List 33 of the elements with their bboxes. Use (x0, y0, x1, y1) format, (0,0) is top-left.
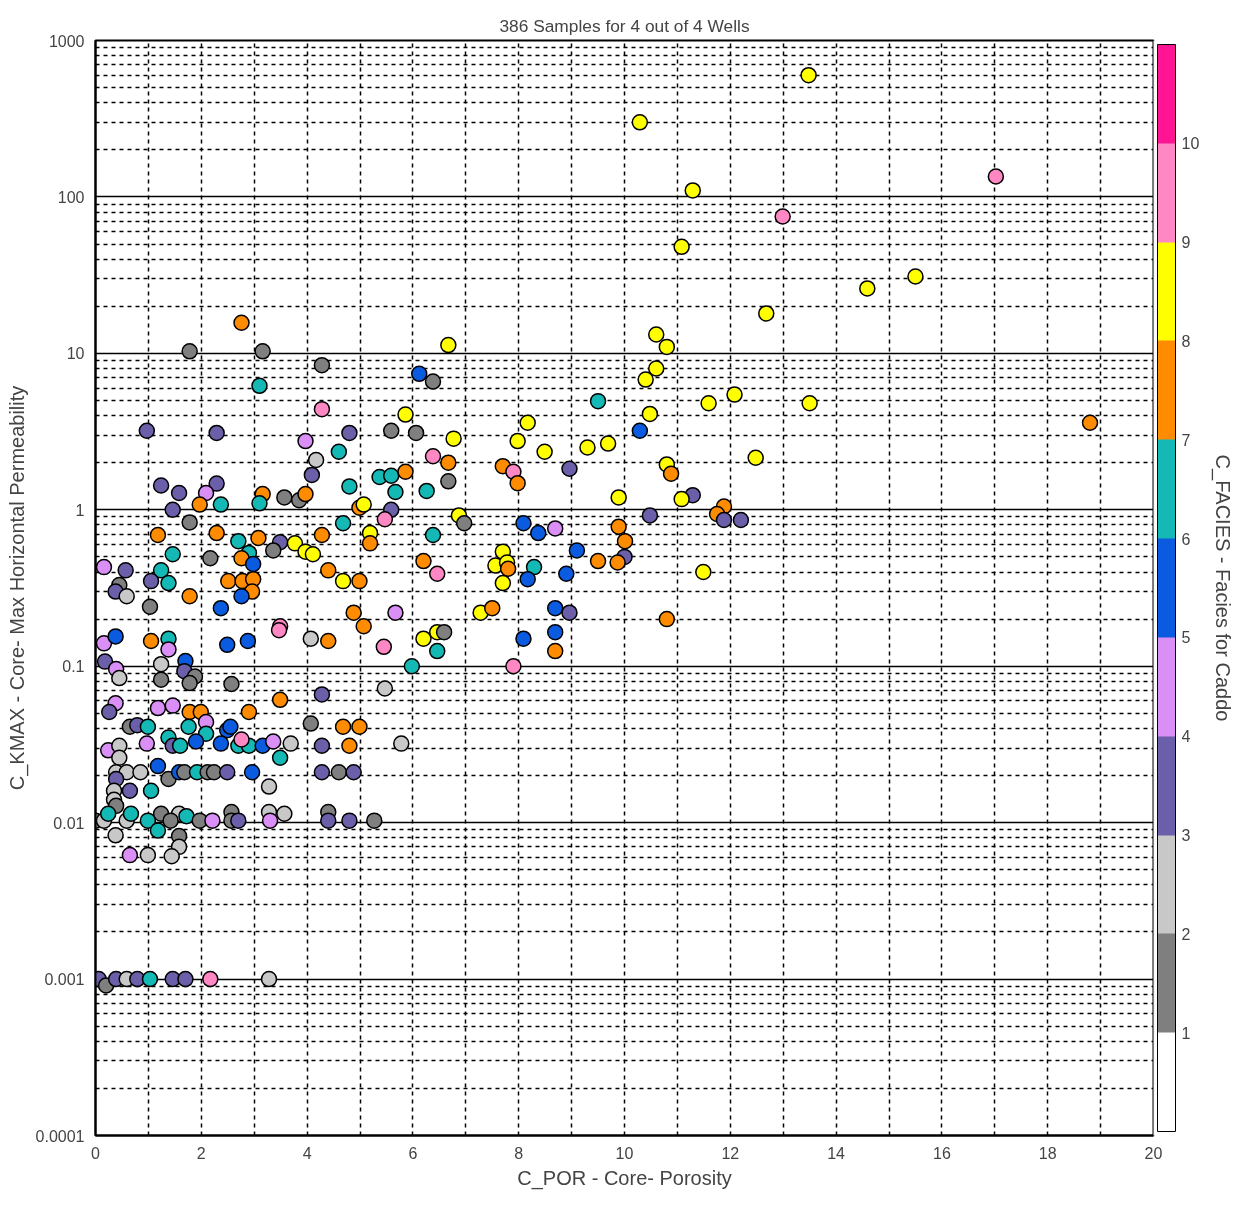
y-tick-label: 0.01 (53, 814, 85, 832)
y-tick-label: 1000 (48, 32, 85, 50)
x-tick-label: 20 (1144, 1144, 1163, 1162)
y-tick-label: 10 (66, 345, 85, 363)
color-bar-label: 2 (1181, 925, 1191, 943)
color-bar-label: 7 (1181, 431, 1191, 449)
chart-title: 386 Samples for 4 out of 4 Wells (499, 15, 750, 36)
y-tick-label: 1 (75, 501, 85, 519)
color-bar-label: 3 (1181, 827, 1191, 845)
x-tick-label: 18 (1038, 1144, 1057, 1162)
y-tick-label: 0.001 (44, 971, 85, 989)
x-tick-label: 8 (514, 1144, 524, 1162)
y-tick-label: 100 (57, 188, 85, 206)
x-tick-label: 4 (302, 1144, 312, 1162)
color-bar-label: 6 (1181, 530, 1191, 548)
x-tick-label: 2 (196, 1144, 206, 1162)
y-tick-label: 0.0001 (35, 1127, 85, 1145)
color-bar-title: C_FACIES - Facies for Caddo (1210, 454, 1234, 722)
color-bar-label: 4 (1181, 728, 1191, 746)
y-tick-label: 0.1 (62, 658, 85, 676)
color-bar-label: 8 (1181, 332, 1191, 350)
color-bar-label: 10 (1181, 135, 1200, 153)
x-tick-label: 6 (408, 1144, 418, 1162)
color-bar-label: 9 (1181, 234, 1191, 252)
x-tick-label: 16 (933, 1144, 951, 1162)
x-tick-label: 12 (721, 1144, 740, 1162)
y-axis-title: C_KMAX - Core- Max Horizontal Permeability (5, 385, 29, 791)
x-tick-label: 14 (827, 1144, 846, 1162)
x-tick-label: 10 (615, 1144, 634, 1162)
color-bar-label: 5 (1181, 629, 1191, 647)
color-bar-label: 1 (1181, 1024, 1191, 1042)
x-tick-label: 0 (91, 1144, 101, 1162)
x-axis-title: C_POR - Core- Porosity (517, 1166, 732, 1190)
